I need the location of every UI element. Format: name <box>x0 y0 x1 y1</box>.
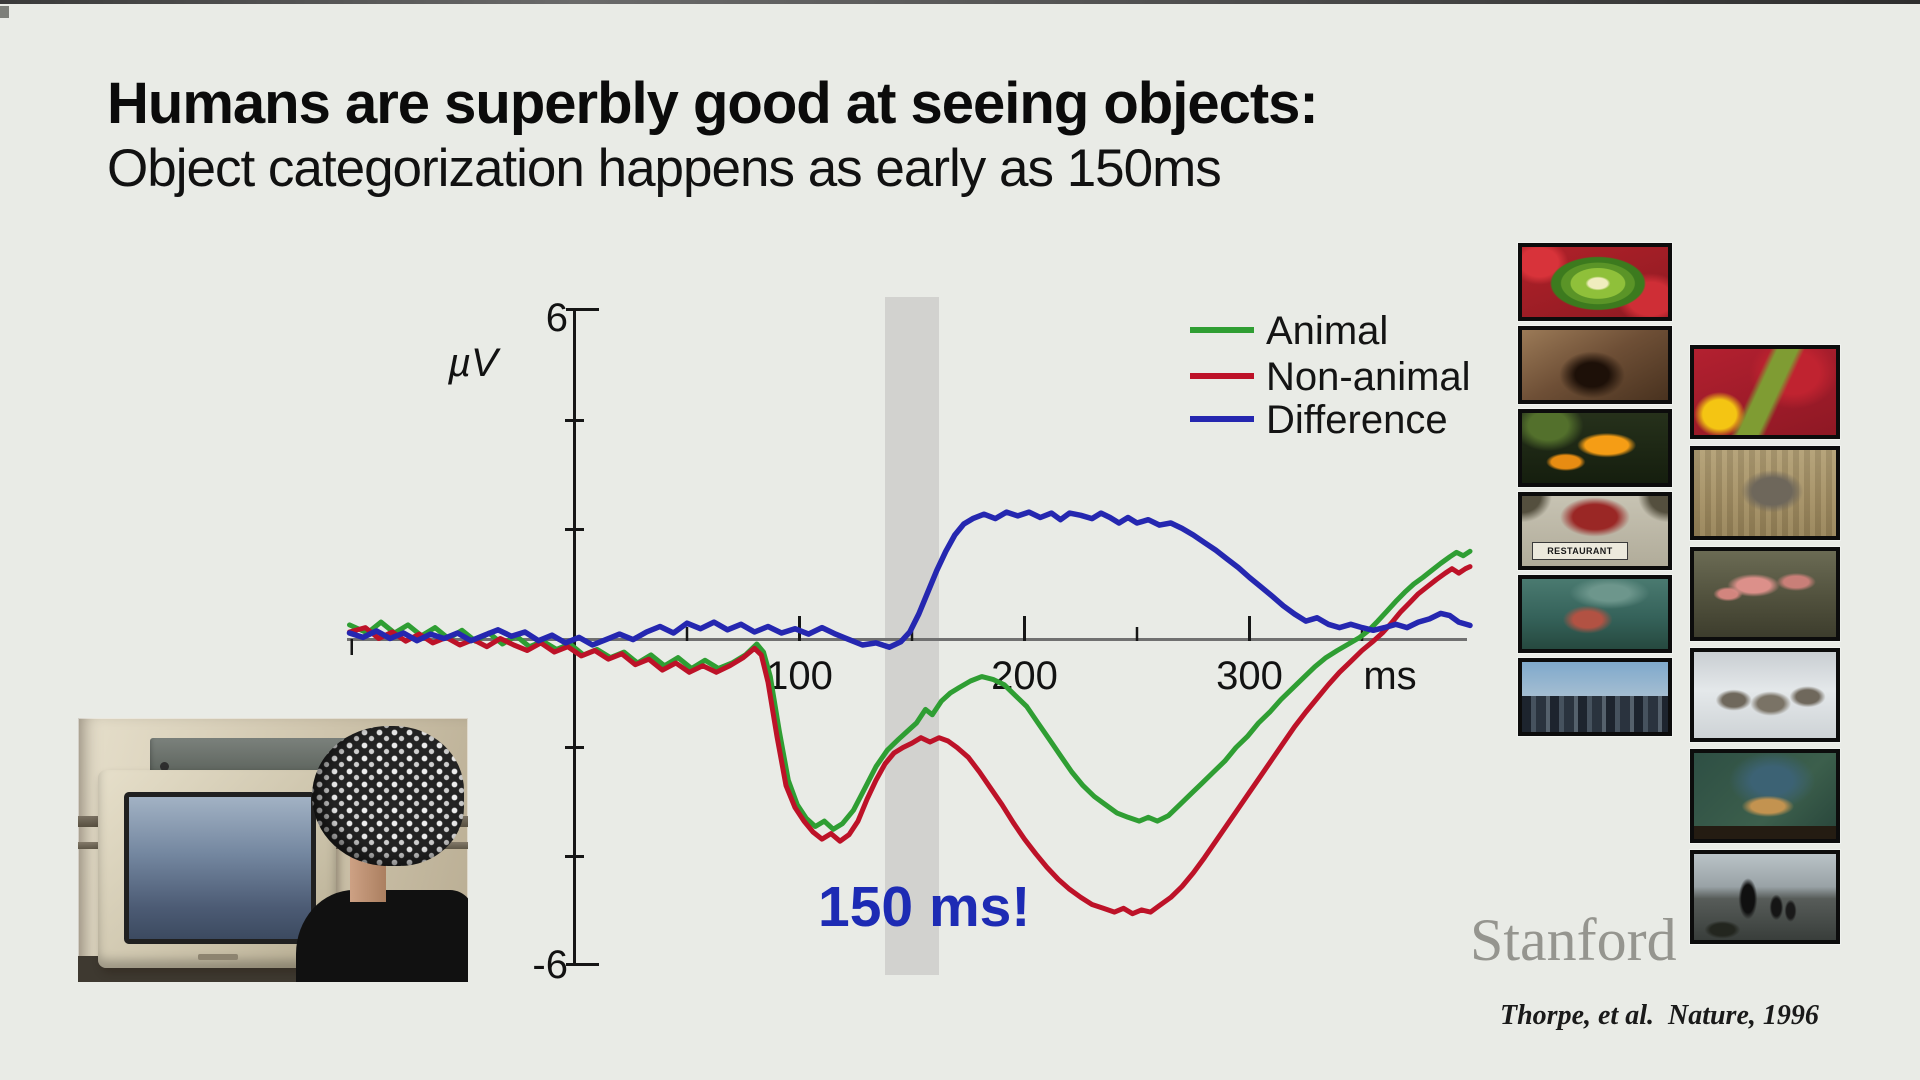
thumb-grasshopper-flowers <box>1690 345 1840 439</box>
thumb-penguins-rocks <box>1690 850 1840 944</box>
crt-monitor <box>98 770 336 968</box>
difference-curve <box>346 509 1473 650</box>
crt-button-panel <box>198 954 238 960</box>
thumb-mongoose-log <box>1690 749 1840 843</box>
citation-text: Thorpe, et al. Nature, 1996 <box>1500 1000 1819 1031</box>
crt-screen <box>124 792 316 944</box>
thumb-restaurant-sign: RESTAURANT <box>1518 492 1672 570</box>
restaurant-sign-text: RESTAURANT <box>1532 542 1628 560</box>
chart-legend: Animal Non-animal Difference <box>1190 309 1471 442</box>
slide-title-line2: Object categorization happens as early a… <box>107 139 1222 198</box>
stimulus-strip-right <box>1690 345 1840 944</box>
x-axis-unit-label: ms <box>1363 654 1416 698</box>
legend-label-difference: Difference <box>1266 398 1448 442</box>
thumb-underwater-reef <box>1518 575 1672 653</box>
x-tick-label-100: 100 <box>766 654 833 698</box>
stimulus-strip-left: RESTAURANT <box>1518 243 1672 736</box>
non-animal-curve <box>347 564 1473 917</box>
stanford-watermark: Stanford <box>1470 907 1677 973</box>
thumb-elephant-brush <box>1690 446 1840 540</box>
x-tick-label-300: 300 <box>1216 654 1283 698</box>
legend-label-non-animal: Non-animal <box>1266 355 1471 399</box>
thumb-city-skyline <box>1518 658 1672 736</box>
screw-dot <box>160 762 169 771</box>
video-top-edge <box>0 0 1920 4</box>
thumb-orange-fungus <box>1518 409 1672 487</box>
video-edge-artifact <box>0 6 9 18</box>
thumb-kiwi-strawberries <box>1518 243 1672 321</box>
y-axis-bottom-label: -6 <box>532 943 568 987</box>
x-tick-label-200: 200 <box>991 654 1058 698</box>
thumb-wolves-snow <box>1690 648 1840 742</box>
thumb-flamingos <box>1690 547 1840 641</box>
legend-label-animal: Animal <box>1266 309 1388 353</box>
slide-title-line1: Humans are superbly good at seeing objec… <box>107 71 1319 136</box>
thumb-cave-rocks <box>1518 326 1672 404</box>
y-axis-top-label: 6 <box>546 296 568 340</box>
subject-shoulders <box>296 890 468 982</box>
annotation-150ms: 150 ms! <box>818 875 1031 939</box>
y-axis-unit-label: µV <box>447 341 501 385</box>
eeg-experiment-photo <box>78 718 468 982</box>
eeg-electrode-cap <box>312 726 464 866</box>
